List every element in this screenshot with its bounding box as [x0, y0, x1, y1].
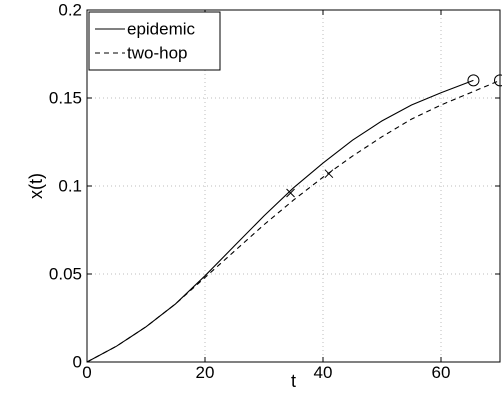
- y-tick-label: 0.05: [49, 265, 82, 284]
- y-axis-label: x(t): [26, 173, 46, 199]
- y-tick-label: 0: [73, 353, 82, 372]
- legend-label-epidemic: epidemic: [127, 20, 196, 39]
- x-axis-label: t: [291, 371, 296, 390]
- x-tick-label: 0: [82, 363, 91, 382]
- circle-marker-epidemic: [468, 75, 479, 86]
- x-tick-label: 60: [432, 363, 451, 382]
- series-line-epidemic: [87, 80, 473, 362]
- series-line-two-hop: [87, 80, 500, 362]
- legend-label-two-hop: two-hop: [127, 44, 187, 63]
- y-tick-label: 0.1: [58, 177, 82, 196]
- x-marker-two-hop: [325, 170, 333, 178]
- y-tick-label: 0.15: [49, 89, 82, 108]
- series-group: [87, 75, 502, 362]
- x-tick-label: 20: [196, 363, 215, 382]
- circle-marker-two-hop: [495, 75, 502, 86]
- legend: epidemic two-hop: [89, 12, 220, 70]
- x-tick-label: 40: [314, 363, 333, 382]
- y-tick-label: 0.2: [58, 1, 82, 20]
